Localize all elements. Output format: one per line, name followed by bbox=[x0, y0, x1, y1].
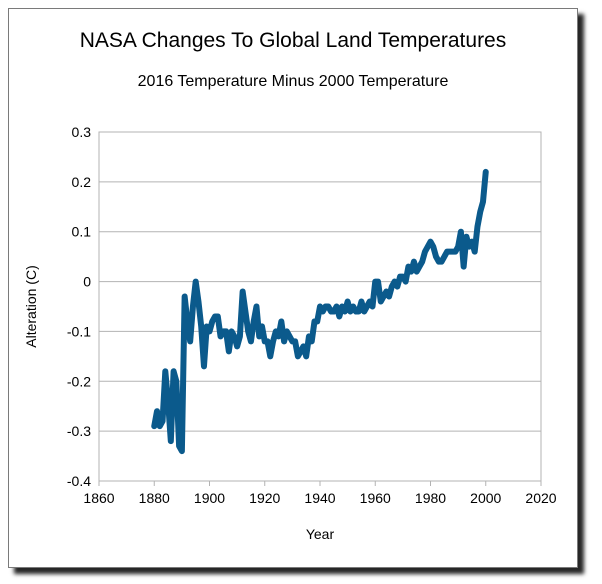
chart-title: NASA Changes To Global Land Temperatures bbox=[79, 29, 507, 52]
line-chart: -0.4-0.3-0.2-0.100.10.20.3 1860 1880 1900 1… bbox=[23, 124, 557, 542]
y-axis-ticks: -0.4 -0.3 -0.2 -0.1 0 0.1 0.2 0.3 bbox=[67, 124, 91, 489]
x-tick-label: 1940 bbox=[304, 490, 335, 506]
x-tick-label: 1920 bbox=[249, 490, 280, 506]
y-tick-label: -0.3 bbox=[67, 423, 91, 439]
x-axis-ticks: 1860 1880 1900 1920 1940 1960 1980 2000 2020 bbox=[83, 481, 557, 506]
x-tick-label: 2000 bbox=[470, 490, 501, 506]
x-tick-label: 1880 bbox=[139, 490, 170, 506]
x-tick-label: 2020 bbox=[525, 490, 556, 506]
x-tick-label: 1960 bbox=[360, 490, 391, 506]
x-tick-label: 1900 bbox=[194, 490, 225, 506]
chart-subtitle: 2016 Temperature Minus 2000 Temperature bbox=[137, 73, 449, 90]
y-tick-label: 0 bbox=[83, 274, 91, 290]
y-tick-label: 0.3 bbox=[72, 124, 92, 140]
series-line bbox=[151, 168, 489, 455]
x-tick-label: 1860 bbox=[83, 490, 114, 506]
x-axis-label: Year bbox=[306, 526, 335, 542]
y-tick-label: -0.1 bbox=[67, 323, 91, 339]
y-axis-label: Alteration (C) bbox=[23, 265, 39, 347]
chart-frame: NASA Changes To Global Land Temperatures… bbox=[8, 8, 578, 568]
x-tick-label: 1980 bbox=[415, 490, 446, 506]
y-tick-label: 0.1 bbox=[72, 224, 92, 240]
y-tick-label: -0.4 bbox=[67, 473, 91, 489]
y-tick-label: 0.2 bbox=[72, 174, 92, 190]
y-tick-label: -0.2 bbox=[67, 373, 91, 389]
